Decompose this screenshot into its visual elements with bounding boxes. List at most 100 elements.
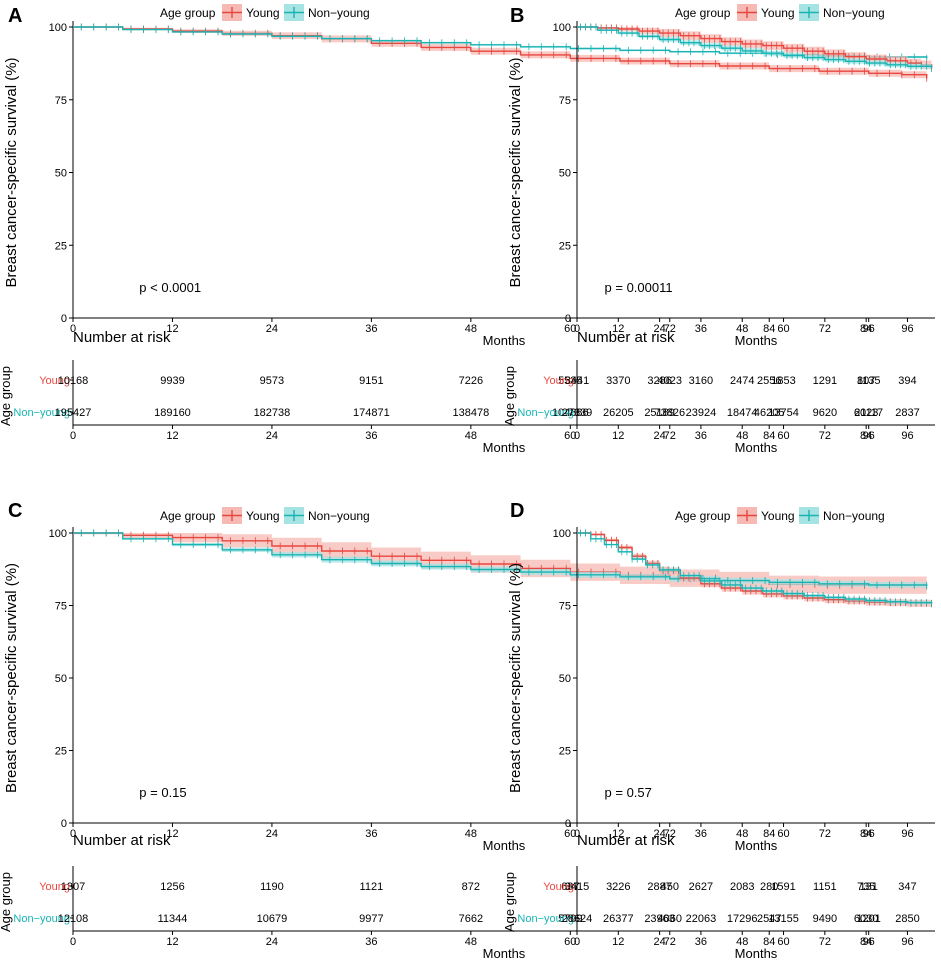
censor-marks-nonyoung <box>580 529 932 607</box>
survival-line-nonyoung <box>577 532 933 604</box>
survival-line-nonyoung <box>73 532 928 587</box>
risk-value: 10168 <box>58 375 89 387</box>
y-axis-label: Breast cancer-specific survival (%) <box>3 57 20 287</box>
risk-value: 182738 <box>254 407 291 419</box>
y-tick-label: 75 <box>559 95 571 107</box>
panel-label: B <box>510 5 524 27</box>
risk-value: 1151 <box>813 881 837 893</box>
risk-value: 2556 <box>757 375 781 387</box>
risk-x-tick-label: 96 <box>901 430 913 442</box>
risk-x-tick-label: 72 <box>819 936 831 948</box>
risk-value: 3415 <box>565 881 589 893</box>
risk-x-tick-label: 48 <box>736 430 748 442</box>
risk-x-tick-label: 24 <box>653 430 665 442</box>
risk-x-tick-label: 72 <box>819 430 831 442</box>
x-axis-label: Months <box>483 838 526 853</box>
risk-value: 280 <box>760 881 778 893</box>
y-tick-label: 50 <box>55 168 67 180</box>
risk-x-tick-label: 60 <box>564 430 576 442</box>
risk-value: 131 <box>860 881 878 893</box>
x-tick-label: 60 <box>564 323 576 335</box>
y-tick-label: 25 <box>559 240 571 252</box>
risk-x-tick-label: 84 <box>860 936 872 948</box>
risk-x-tick-label: 36 <box>365 936 377 948</box>
risk-value: 12108 <box>58 913 89 925</box>
y-tick-label: 100 <box>49 528 67 540</box>
legend-title: Age group <box>675 6 731 20</box>
x-tick-label: 72 <box>664 828 676 840</box>
risk-x-tick-label: 84 <box>860 430 872 442</box>
legend-entry: Non−young <box>308 6 370 20</box>
legend-entry: Young <box>246 509 280 523</box>
risk-x-tick-label: 48 <box>465 936 477 948</box>
risk-value: 5535 <box>558 375 582 387</box>
y-axis-label: Breast cancer-specific survival (%) <box>507 563 524 793</box>
risk-value: 347 <box>898 881 916 893</box>
risk-value: 9620 <box>813 407 837 419</box>
risk-value: 1307 <box>61 881 85 893</box>
risk-value: 195427 <box>55 407 92 419</box>
risk-x-tick-label: 60 <box>777 936 789 948</box>
risk-value: 394 <box>898 375 916 387</box>
risk-value: 3226 <box>606 881 630 893</box>
risk-value: 5709 <box>558 913 582 925</box>
y-axis-label: Breast cancer-specific survival (%) <box>3 563 20 793</box>
risk-value: 1591 <box>771 881 795 893</box>
risk-x-tick-label: 60 <box>564 936 576 948</box>
risk-row-name: Young <box>543 375 574 387</box>
risk-value: 1291 <box>813 375 837 387</box>
risk-value: 6030 <box>854 913 878 925</box>
risk-value: 23924 <box>686 407 717 419</box>
legend-entry: Young <box>761 509 795 523</box>
risk-x-tick-label: 36 <box>695 936 707 948</box>
risk-value: 6023 <box>854 407 878 419</box>
risk-x-tick-label: 12 <box>612 936 624 948</box>
x-tick-label: 24 <box>266 323 278 335</box>
risk-value: 7662 <box>459 913 483 925</box>
legend-entry: Non−young <box>823 6 885 20</box>
risk-table-title: Number at risk <box>577 329 675 346</box>
risk-value: 1853 <box>771 375 795 387</box>
risk-x-axis-label: Months <box>483 946 526 961</box>
risk-x-tick-label: 72 <box>664 936 676 948</box>
risk-y-axis-label: Age group <box>0 366 13 426</box>
x-tick-label: 36 <box>365 828 377 840</box>
risk-table-title: Number at risk <box>577 832 675 849</box>
risk-x-tick-label: 12 <box>612 430 624 442</box>
risk-value: 872 <box>462 881 480 893</box>
risk-x-axis-label: Months <box>735 946 778 961</box>
y-tick-label: 100 <box>553 22 571 34</box>
risk-value: 17296 <box>727 913 758 925</box>
legend-entry: Non−young <box>308 509 370 523</box>
x-tick-label: 24 <box>653 828 665 840</box>
y-tick-label: 25 <box>559 746 571 758</box>
x-tick-label: 60 <box>564 828 576 840</box>
x-tick-label: 48 <box>465 828 477 840</box>
risk-value: 9939 <box>160 375 184 387</box>
legend-title: Age group <box>675 509 731 523</box>
x-tick-label: 84 <box>763 828 775 840</box>
risk-value: 9573 <box>260 375 284 387</box>
risk-x-tick-label: 96 <box>901 936 913 948</box>
x-tick-label: 12 <box>612 828 624 840</box>
risk-y-axis-label: Age group <box>502 872 517 932</box>
risk-x-tick-label: 84 <box>763 430 775 442</box>
y-tick-label: 75 <box>55 95 67 107</box>
y-tick-label: 25 <box>55 240 67 252</box>
risk-value: 3441 <box>565 375 589 387</box>
risk-x-axis-label: Months <box>483 440 526 455</box>
x-tick-label: 0 <box>574 828 580 840</box>
risk-value: 3160 <box>689 375 713 387</box>
x-tick-label: 24 <box>266 828 278 840</box>
risk-row-name: Non−young <box>517 913 574 925</box>
x-tick-label: 84 <box>860 828 872 840</box>
risk-value: 21117 <box>854 407 883 419</box>
x-tick-label: 0 <box>70 828 76 840</box>
x-tick-label: 12 <box>612 323 624 335</box>
legend-title: Age group <box>160 6 216 20</box>
ci-band-young <box>73 27 927 82</box>
risk-value: 2850 <box>895 913 919 925</box>
